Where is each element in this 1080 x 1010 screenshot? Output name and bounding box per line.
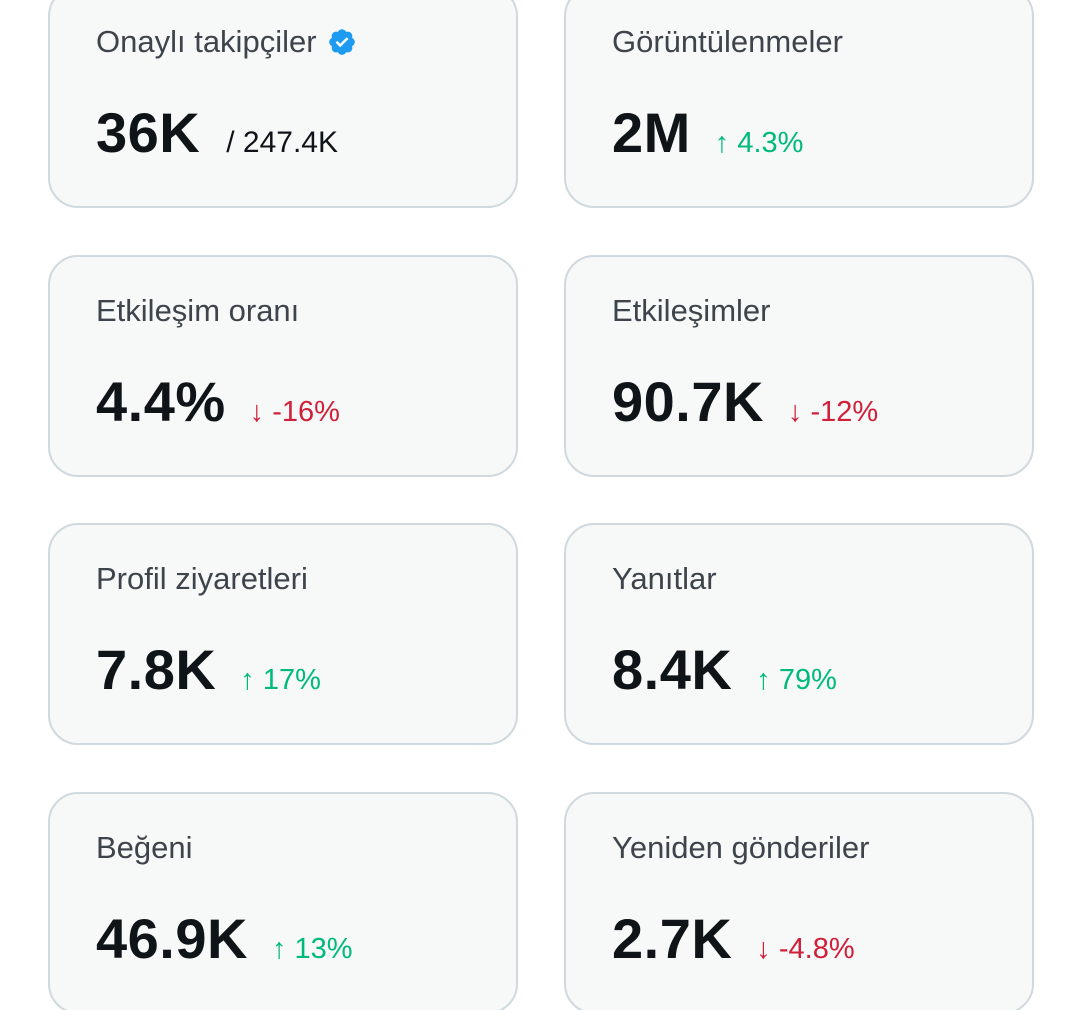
stat-card-replies[interactable]: Yanıtlar 8.4K ↑ 79% <box>564 523 1034 745</box>
card-label: Onaylı takipçiler <box>96 24 317 59</box>
stat-card-likes[interactable]: Beğeni 46.9K ↑ 13% <box>48 792 518 1010</box>
card-label: Profil ziyaretleri <box>96 561 308 596</box>
card-value-row: 36K / 247.4K <box>96 98 338 168</box>
card-value: 7.8K <box>96 638 217 701</box>
card-delta: ↑ 17% <box>240 664 321 696</box>
card-delta: ↑ 4.3% <box>714 127 804 159</box>
stat-card-engagements[interactable]: Etkileşimler 90.7K ↓ -12% <box>564 255 1034 477</box>
card-total: / 247.4K <box>226 126 338 159</box>
card-value-row: 90.7K ↓ -12% <box>612 367 878 437</box>
card-delta: ↑ 13% <box>271 933 353 965</box>
card-label: Görüntülenmeler <box>612 24 843 59</box>
stat-card-reposts[interactable]: Yeniden gönderiler 2.7K ↓ -4.8% <box>564 792 1034 1010</box>
card-delta: ↑ 79% <box>756 664 837 696</box>
card-value: 90.7K <box>612 370 764 433</box>
card-value-row: 2.7K ↓ -4.8% <box>612 904 855 974</box>
stat-card-engagement-rate[interactable]: Etkileşim oranı 4.4% ↓ -16% <box>48 255 518 477</box>
card-value-row: 4.4% ↓ -16% <box>96 367 340 437</box>
card-value: 36K <box>96 101 201 164</box>
card-value: 8.4K <box>612 638 733 701</box>
card-label: Yanıtlar <box>612 561 717 596</box>
card-label: Beğeni <box>96 830 193 865</box>
verified-badge-icon <box>327 27 357 57</box>
card-value-row: 2M ↑ 4.3% <box>612 98 803 168</box>
card-value-row: 7.8K ↑ 17% <box>96 635 321 705</box>
card-delta: ↓ -12% <box>787 396 879 428</box>
card-value: 2M <box>612 101 691 164</box>
card-value-row: 8.4K ↑ 79% <box>612 635 837 705</box>
stat-card-impressions[interactable]: Görüntülenmeler 2M ↑ 4.3% <box>564 0 1034 208</box>
stat-card-profile-visits[interactable]: Profil ziyaretleri 7.8K ↑ 17% <box>48 523 518 745</box>
card-value-row: 46.9K ↑ 13% <box>96 904 353 974</box>
card-label: Yeniden gönderiler <box>612 830 870 865</box>
card-value: 4.4% <box>96 370 226 433</box>
card-label: Etkileşimler <box>612 293 771 328</box>
card-value: 2.7K <box>612 907 733 970</box>
card-delta: ↓ -4.8% <box>756 933 855 965</box>
card-label: Etkileşim oranı <box>96 293 300 328</box>
card-value: 46.9K <box>96 907 248 970</box>
card-delta: ↓ -16% <box>249 396 340 428</box>
card-label-row: Onaylı takipçiler <box>96 22 357 62</box>
stat-card-verified-followers[interactable]: Onaylı takipçiler 36K / 247.4K <box>48 0 518 208</box>
